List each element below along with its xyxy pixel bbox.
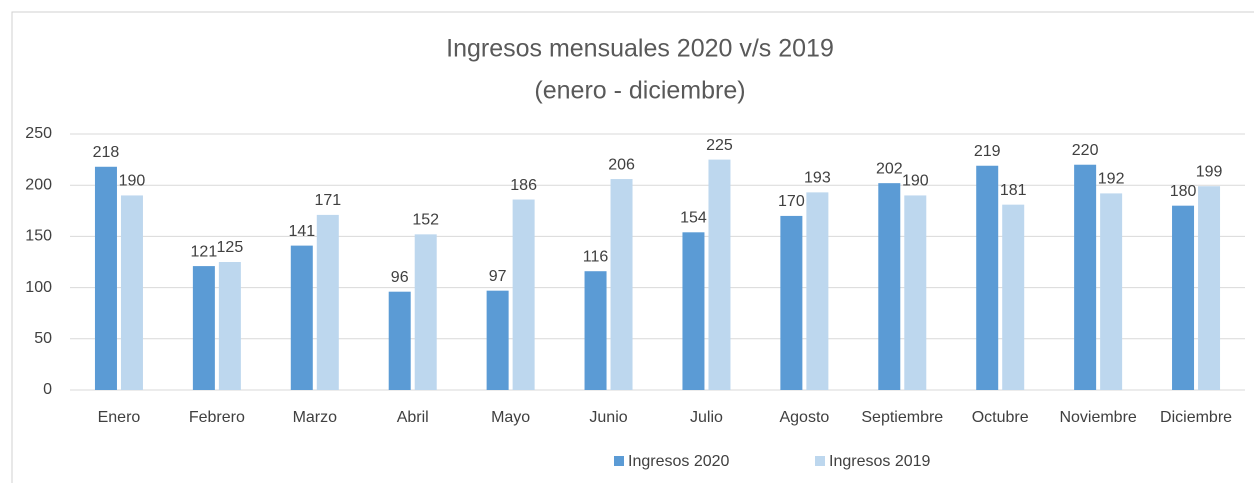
bar [192,266,215,390]
bar [878,183,901,390]
y-tick-label: 100 [25,279,52,296]
data-label: 190 [119,173,146,190]
bar [1172,205,1195,390]
x-tick-label: Agosto [779,409,829,426]
bar [218,262,241,390]
y-tick-label: 200 [25,176,52,193]
data-label: 170 [778,193,805,210]
data-label: 186 [510,177,537,194]
data-label: 180 [1170,183,1197,200]
bar [1100,193,1123,390]
chart-frame [11,11,1254,488]
data-label: 202 [876,160,903,177]
x-tick-label: Diciembre [1160,409,1232,426]
data-label: 152 [412,212,439,229]
legend-label: Ingresos 2019 [829,453,931,470]
data-label: 125 [217,239,244,256]
legend-label: Ingresos 2020 [628,453,730,470]
data-label: 154 [680,210,707,227]
bar [610,179,633,390]
bar [1198,186,1221,390]
data-label: 121 [191,243,218,260]
legend-swatch [815,456,825,466]
x-tick-label: Julio [690,409,723,426]
data-label: 220 [1072,142,1099,159]
x-tick-label: Octubre [972,409,1029,426]
bar [806,192,829,390]
bar [976,165,999,390]
y-tick-label: 0 [43,381,52,398]
bar [780,215,803,390]
bar [512,199,535,390]
bar [94,166,117,390]
data-label: 171 [314,192,341,209]
x-tick-label: Noviembre [1059,409,1136,426]
bar [904,195,927,390]
x-tick-label: Junio [589,409,627,426]
y-tick-label: 250 [25,125,52,142]
data-label: 219 [974,143,1001,160]
bar [1002,204,1025,390]
x-tick-label: Abril [397,409,429,426]
data-label: 116 [583,248,609,265]
bar [120,195,143,390]
data-label: 141 [288,223,315,240]
x-tick-label: Mayo [491,409,530,426]
data-label: 181 [1000,182,1027,199]
data-label: 96 [391,269,409,286]
data-label: 225 [706,137,733,154]
bar [316,214,339,390]
data-label: 190 [902,173,929,190]
y-tick-label: 150 [25,228,52,245]
bar [708,159,731,390]
chart-subtitle: (enero - diciembre) [534,77,745,105]
data-label: 218 [93,144,120,161]
y-tick-label: 50 [34,330,52,347]
x-tick-label: Febrero [189,409,245,426]
data-label: 206 [608,156,635,173]
x-tick-label: Marzo [293,409,338,426]
chart-title: Ingresos mensuales 2020 v/s 2019 [446,35,834,63]
bar [388,291,411,390]
data-label: 199 [1196,163,1223,180]
bar [414,234,437,390]
bar [1074,164,1097,390]
data-label: 97 [489,268,507,285]
bar [682,232,705,390]
legend-swatch [614,456,624,466]
bar [584,271,607,390]
x-tick-label: Septiembre [861,409,943,426]
x-tick-label: Enero [98,409,141,426]
data-label: 193 [804,170,831,187]
bar [290,245,313,390]
bar [486,290,509,390]
data-label: 192 [1098,171,1125,188]
